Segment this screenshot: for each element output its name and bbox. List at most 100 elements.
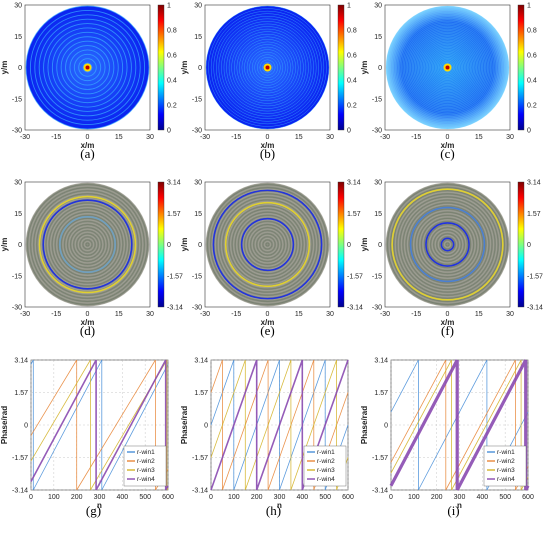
x-tick-label: 400 <box>296 494 308 501</box>
phase-ring <box>248 225 287 264</box>
x-tick-label: 0 <box>389 494 393 501</box>
ring <box>221 21 314 114</box>
phase-ring <box>419 216 476 273</box>
ring <box>254 54 281 81</box>
y-tick-label: 3.14 <box>14 358 28 365</box>
ring <box>396 16 499 119</box>
ring <box>405 25 490 110</box>
y-tick-label: -15 <box>372 273 382 280</box>
ring <box>56 36 119 99</box>
phase-ring <box>77 234 98 255</box>
x-axis-label: x/m <box>261 318 275 327</box>
panel-caption: (h) <box>266 503 281 518</box>
panel-g: 0 100 200 300 400 500 600 3.14 1.57 0 -1.57 -3.14 n P… <box>0 358 174 519</box>
center-peak-core <box>85 65 90 70</box>
y-tick-label: 30 <box>374 3 382 10</box>
ring <box>413 33 482 102</box>
series-r-win4 <box>389 359 530 491</box>
legend-entry: r-win3 <box>137 467 155 474</box>
y-tick-label: 30 <box>14 180 22 187</box>
phase-ring <box>61 218 114 271</box>
phase-ring <box>424 221 471 268</box>
y-tick-label: -30 <box>372 128 382 135</box>
colorbar-tick-label: 3.14 <box>527 180 541 187</box>
colorbar-tick-label: 1 <box>167 3 171 10</box>
colorbar <box>337 181 345 308</box>
x-tick-label: 500 <box>499 494 511 501</box>
ring <box>236 36 299 99</box>
ring <box>25 5 150 130</box>
ring <box>231 31 304 104</box>
y-tick-label: -30 <box>192 305 202 312</box>
ring <box>428 48 467 87</box>
phase-disk <box>386 183 509 306</box>
phase-ring <box>82 239 93 250</box>
ring <box>436 56 459 79</box>
colorbar-tick-label: -3.14 <box>527 305 543 312</box>
x-tick-label: 100 <box>228 494 240 501</box>
legend-entry: r-win2 <box>317 458 335 465</box>
x-tick-label: 15 <box>115 311 123 318</box>
legend-entry: r-win1 <box>497 449 515 456</box>
phase-ring <box>227 204 308 285</box>
phase-ring <box>247 224 288 265</box>
phase-ring <box>251 228 284 261</box>
ring <box>228 28 307 107</box>
x-tick-label: 15 <box>295 134 303 141</box>
ring <box>244 44 291 91</box>
series-r-win4 <box>210 359 349 491</box>
x-tick-label: 200 <box>251 494 263 501</box>
series-r-win1 <box>30 359 169 491</box>
phase-ring <box>390 187 505 302</box>
ring <box>402 22 493 113</box>
phase-ring <box>439 236 456 253</box>
x-axis-label: n <box>457 501 462 510</box>
ring <box>388 8 507 127</box>
phase-ring <box>444 241 451 248</box>
panel-i: 0 100 200 300 400 500 600 3.14 1.57 0 -1.57 -3.14 n P… <box>360 358 534 519</box>
ring <box>398 18 497 117</box>
phase-accent-ring <box>440 237 455 252</box>
series-r-win2 <box>30 359 169 491</box>
ring <box>394 14 501 121</box>
x-tick-label: 30 <box>506 134 514 141</box>
phase-disk <box>206 183 329 306</box>
phase-ring <box>405 202 490 287</box>
x-tick-label: 300 <box>274 494 286 501</box>
phase-ring <box>50 207 125 282</box>
panel-caption: (c) <box>440 146 454 161</box>
phase-ring <box>431 228 464 261</box>
phase-ring <box>79 236 96 253</box>
phase-ring <box>68 225 107 264</box>
y-axis-label: Phase/rad <box>180 406 189 444</box>
phase-ring <box>222 199 313 290</box>
y-axis-label: Phase/rad <box>360 406 369 444</box>
y-tick-label: -30 <box>192 128 202 135</box>
phase-ring <box>427 224 468 265</box>
ring <box>60 40 115 95</box>
colorbar-tick-label: 0 <box>167 128 171 135</box>
x-tick-label: 30 <box>326 134 334 141</box>
phase-ring <box>25 182 150 307</box>
phase-ring <box>254 231 281 258</box>
ring <box>233 33 302 102</box>
series-r-win1 <box>390 359 529 491</box>
colorbar-tick-label: 1 <box>347 3 351 10</box>
y-axis-label: y/m <box>360 61 369 75</box>
x-tick-label: 30 <box>326 311 334 318</box>
y-tick-label: 30 <box>14 3 22 10</box>
ring <box>259 59 276 76</box>
ring <box>51 31 124 104</box>
y-tick-label: -1.57 <box>192 455 208 462</box>
x-axis-label: x/m <box>441 141 455 150</box>
phase-ring <box>67 224 108 265</box>
phase-ring <box>71 228 104 261</box>
y-tick-label: -30 <box>372 305 382 312</box>
y-tick-label: 1.57 <box>374 390 388 397</box>
phase-ring <box>428 225 467 264</box>
colorbar-tick-label: -1.57 <box>527 273 543 280</box>
phase-ring <box>224 201 311 288</box>
colorbar-tick-label: 0.4 <box>527 78 537 85</box>
colorbar <box>157 4 165 131</box>
y-axis-label: y/m <box>0 238 9 252</box>
